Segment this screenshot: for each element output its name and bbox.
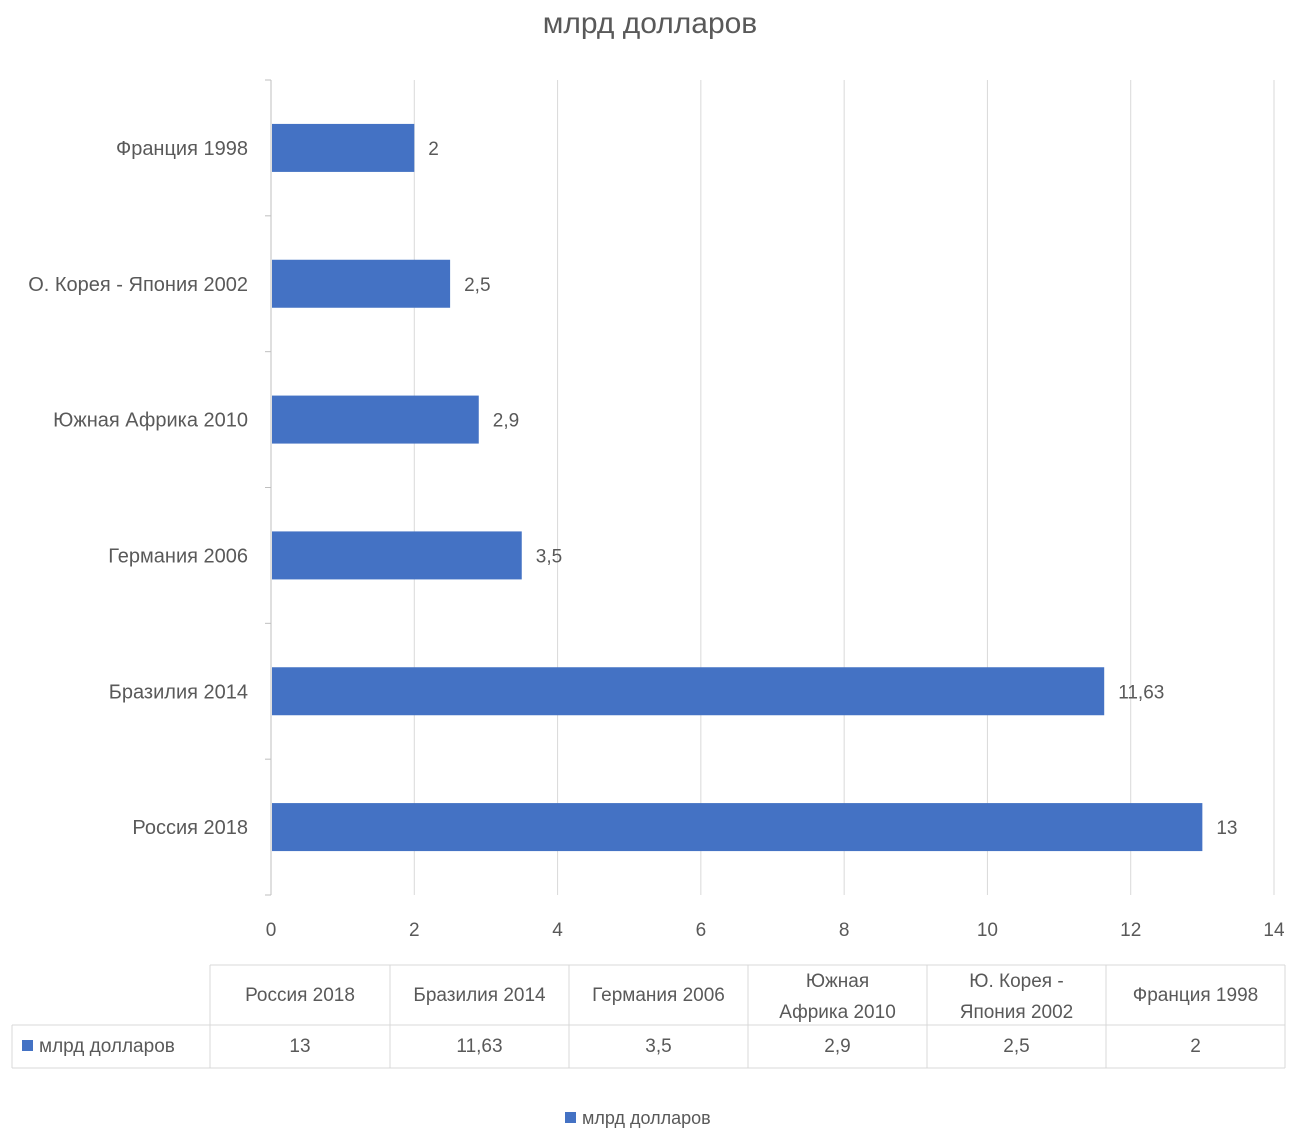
- bar-2: [272, 531, 522, 580]
- data-label-5: 2: [428, 139, 439, 160]
- table-header-0: Россия 2018: [245, 985, 355, 1006]
- x-tick-label-7: 14: [1263, 920, 1285, 941]
- x-tick-label-3: 6: [696, 920, 707, 941]
- table-legend-key: [22, 1040, 33, 1051]
- bar-5: [272, 123, 415, 172]
- x-tick-label-0: 0: [266, 920, 277, 941]
- legend: млрд долларов: [565, 1108, 711, 1128]
- legend-swatch: [565, 1112, 576, 1123]
- x-tick-label-4: 8: [839, 920, 850, 941]
- x-tick-label-1: 2: [409, 920, 420, 941]
- bar-1: [272, 667, 1105, 716]
- category-label-4: О. Корея - Япония 2002: [28, 274, 248, 296]
- table-header-3: Южная Африка 2010: [779, 971, 896, 1023]
- category-label-0: Россия 2018: [132, 817, 248, 839]
- bar-series: [272, 123, 1203, 852]
- category-label-5: Франция 1998: [116, 138, 248, 160]
- data-label-1: 11,63: [1118, 682, 1164, 703]
- data-label-2: 3,5: [536, 546, 562, 567]
- table-row-label: млрд долларов: [39, 1036, 175, 1057]
- category-label-2: Германия 2006: [108, 545, 248, 567]
- x-tick-label-5: 10: [977, 920, 998, 941]
- table-value-0: 13: [289, 1036, 310, 1057]
- category-label-3: Южная Африка 2010: [53, 410, 248, 432]
- x-tick-label-2: 4: [552, 920, 563, 941]
- bar-4: [272, 259, 451, 308]
- table-header-5: Франция 1998: [1133, 985, 1258, 1006]
- x-axis-tick-labels: 0 2 4 6 8 10 12 14: [266, 920, 1285, 941]
- table-header-4: Ю. Корея -Япония 2002: [960, 971, 1074, 1023]
- table-value-1: 11,63: [456, 1036, 502, 1057]
- data-label-0: 13: [1216, 818, 1237, 839]
- x-tick-label-6: 12: [1120, 920, 1141, 941]
- table-value-3: 2,9: [824, 1036, 850, 1057]
- category-axis: [265, 79, 272, 896]
- table-value-5: 2: [1190, 1036, 1201, 1057]
- table-value-4: 2,5: [1003, 1036, 1029, 1057]
- table-value-2: 3,5: [645, 1036, 671, 1057]
- category-label-1: Бразилия 2014: [109, 681, 248, 703]
- data-table: Россия 2018 Бразилия 2014 Германия 2006 Южн…: [11, 964, 1286, 1069]
- legend-label: млрд долларов: [582, 1108, 711, 1128]
- data-labels: 13 11,63 3,5 2,9 2,5 2: [428, 139, 1237, 839]
- bar-0: [272, 803, 1203, 852]
- table-header-2: Германия 2006: [592, 985, 725, 1006]
- data-label-3: 2,9: [493, 411, 519, 432]
- gridlines: [413, 80, 1275, 895]
- bar-3: [272, 395, 479, 444]
- category-labels: Россия 2018 Бразилия 2014 Германия 2006 Южн…: [28, 138, 248, 839]
- data-label-4: 2,5: [464, 275, 490, 296]
- chart-title: млрд долларов: [543, 7, 758, 40]
- table-header-1: Бразилия 2014: [413, 985, 546, 1006]
